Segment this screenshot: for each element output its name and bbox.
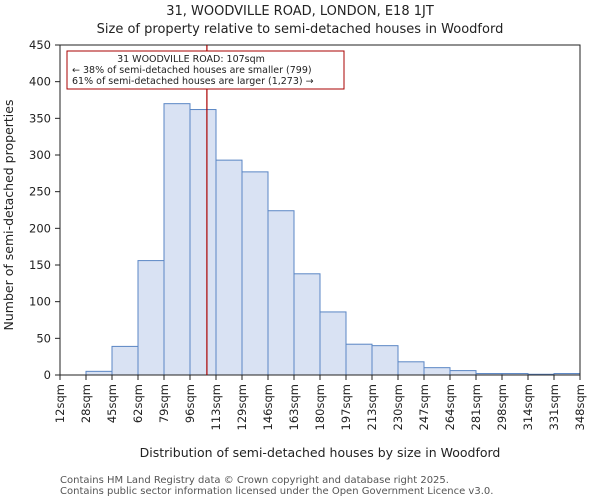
x-tick-label: 12sqm [53,384,67,423]
x-tick-label: 230sqm [391,384,405,430]
x-tick-label: 113sqm [209,384,223,430]
x-tick-label: 197sqm [339,384,353,430]
histogram-bar [449,370,477,376]
x-tick-label: 331sqm [547,384,561,430]
y-tick-label: 100 [29,295,51,309]
x-tick-label: 129sqm [235,384,249,430]
y-tick-label: 400 [29,75,51,89]
y-tick-label: 450 [29,38,51,52]
y-tick-label: 300 [29,148,51,162]
x-tick-label: 180sqm [313,384,327,430]
x-tick-label: 348sqm [573,384,587,430]
histogram-bar [111,345,139,376]
chart-subtitle: Size of property relative to semi-detach… [97,22,504,37]
y-tick-label: 200 [29,221,51,235]
annotation-line-3: 61% of semi-detached houses are larger (… [72,76,314,87]
x-tick-label: 247sqm [417,384,431,430]
y-tick-label: 150 [29,258,51,272]
x-tick-label: 146sqm [261,384,275,430]
x-tick-label: 264sqm [443,384,457,430]
annotation-line-2: ← 38% of semi-detached houses are smalle… [72,65,312,76]
histogram-bar [345,343,373,376]
chart-title: 31, WOODVILLE ROAD, LONDON, E18 1JT [166,4,434,19]
x-axis: 12sqm 28sqm 45sqm 62sqm 79sqm 96sqm 113sqm 129s… [53,375,587,430]
annotation-line-1: 31 WOODVILLE ROAD: 107sqm [117,54,265,65]
x-tick-label: 314sqm [521,384,535,430]
x-tick-label: 45sqm [105,384,119,423]
histogram-bar [163,103,191,376]
y-tick-label: 350 [29,111,51,125]
x-tick-label: 281sqm [469,384,483,430]
histogram-bar [371,345,399,376]
y-axis-label: Number of semi-detached properties [1,100,16,331]
x-tick-label: 79sqm [157,384,171,423]
x-tick-label: 213sqm [365,384,379,430]
histogram-bar [293,273,321,376]
histogram-bar [85,370,113,376]
histogram-bar [423,367,451,376]
plot-frame [59,44,581,376]
annotation-box: 31 WOODVILLE ROAD: 107sqm ← 38% of semi-… [66,50,345,90]
x-tick-label: 28sqm [79,384,93,423]
histogram-bar [397,361,425,376]
x-axis-label: Distribution of semi-detached houses by … [140,445,501,460]
y-axis: 0 50 100 150 200 250 300 350 400 450 [29,38,60,382]
histogram-bar [267,210,295,376]
y-tick-label: 250 [29,185,51,199]
x-tick-label: 298sqm [495,384,509,430]
x-tick-label: 163sqm [287,384,301,430]
histogram-bar [137,260,165,376]
y-tick-label: 0 [44,368,51,382]
footer-line-2: Contains public sector information licen… [60,486,493,497]
bars [85,103,581,376]
y-tick-label: 50 [36,331,51,345]
histogram-bar [215,159,243,376]
x-tick-label: 62sqm [131,384,145,423]
x-tick-label: 96sqm [183,384,197,423]
histogram-bar [319,311,347,376]
histogram-bar [189,109,217,376]
footer-line-1: Contains HM Land Registry data © Crown c… [60,475,449,486]
histogram-bar [241,171,269,376]
